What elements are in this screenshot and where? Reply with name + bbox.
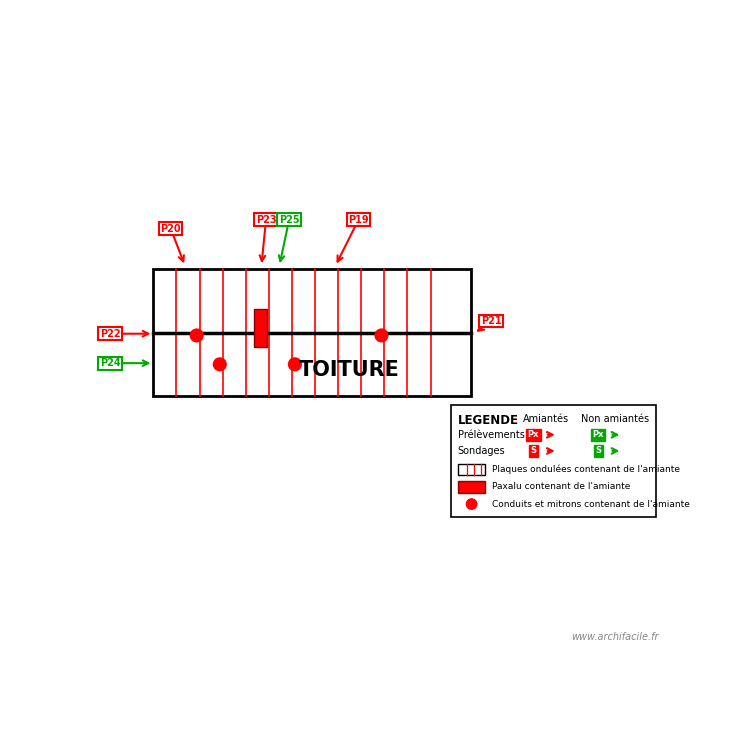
Text: Paxalu contenant de l'amiante: Paxalu contenant de l'amiante (492, 482, 631, 491)
Text: www.archifacile.fr: www.archifacile.fr (572, 632, 658, 641)
Bar (458, 464, 485, 476)
Text: P25: P25 (279, 215, 299, 225)
Circle shape (466, 499, 477, 509)
Bar (153, 269, 471, 396)
Bar (458, 481, 485, 493)
Text: Plaques ondulées contenant de l'amiante: Plaques ondulées contenant de l'amiante (492, 465, 680, 474)
Bar (451, 405, 656, 517)
Text: Non amiantés: Non amiantés (581, 414, 650, 424)
Text: Sondages: Sondages (458, 446, 506, 456)
Bar (254, 310, 267, 347)
Circle shape (214, 358, 226, 370)
Text: LEGENDE: LEGENDE (458, 414, 519, 427)
Text: P20: P20 (160, 224, 181, 233)
Text: Px: Px (527, 430, 539, 439)
Text: S: S (530, 446, 536, 455)
Text: Conduits et mitrons contenant de l'amiante: Conduits et mitrons contenant de l'amian… (492, 500, 690, 508)
Circle shape (190, 329, 203, 342)
Text: P23: P23 (256, 215, 276, 225)
Text: Px: Px (592, 430, 604, 439)
Text: S: S (595, 446, 601, 455)
Text: TOITURE: TOITURE (299, 360, 400, 380)
Text: P22: P22 (100, 328, 120, 339)
Text: P21: P21 (481, 316, 502, 326)
Text: Amiantés: Amiantés (523, 414, 569, 424)
Circle shape (289, 358, 302, 370)
Text: P24: P24 (100, 358, 120, 368)
Circle shape (375, 329, 388, 342)
Text: Prélèvements: Prélèvements (458, 430, 524, 439)
Text: P19: P19 (348, 215, 369, 225)
